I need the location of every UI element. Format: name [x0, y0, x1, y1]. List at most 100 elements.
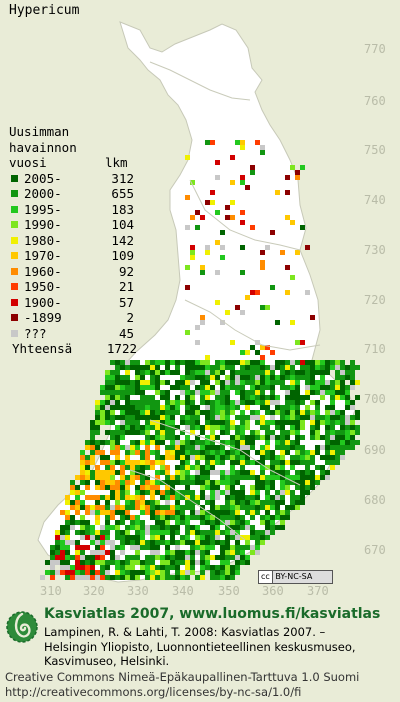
observation-cell — [85, 575, 90, 580]
observation-cell — [270, 525, 275, 530]
observation-cell — [145, 395, 150, 400]
observation-cell — [300, 455, 305, 460]
observation-cell — [335, 360, 340, 365]
observation-cell — [145, 540, 150, 545]
observation-cell — [185, 365, 190, 370]
observation-cell — [260, 380, 265, 385]
observation-cell — [180, 455, 185, 460]
observation-cell — [215, 210, 220, 215]
observation-cell — [270, 230, 275, 235]
observation-cell — [300, 460, 305, 465]
observation-cell — [120, 545, 125, 550]
observation-cell — [300, 415, 305, 420]
legend-row: 1970- 109 — [9, 248, 137, 264]
observation-cell — [260, 150, 265, 155]
observation-cell — [105, 440, 110, 445]
observation-cell — [240, 360, 245, 365]
observation-cell — [320, 465, 325, 470]
observation-cell — [245, 370, 250, 375]
observation-cell — [205, 435, 210, 440]
observation-cell — [230, 425, 235, 430]
observation-cell — [215, 530, 220, 535]
observation-cell — [155, 455, 160, 460]
observation-cell — [300, 490, 305, 495]
observation-cell — [100, 560, 105, 565]
observation-cell — [150, 485, 155, 490]
observation-cell — [75, 565, 80, 570]
observation-cell — [135, 460, 140, 465]
observation-cell — [215, 470, 220, 475]
observation-cell — [195, 365, 200, 370]
observation-cell — [180, 475, 185, 480]
observation-cell — [355, 425, 360, 430]
observation-cell — [210, 465, 215, 470]
observation-cell — [355, 365, 360, 370]
observation-cell — [225, 560, 230, 565]
observation-cell — [175, 450, 180, 455]
observation-cell — [160, 495, 165, 500]
observation-cell — [195, 440, 200, 445]
observation-cell — [130, 555, 135, 560]
observation-cell — [190, 495, 195, 500]
observation-cell — [295, 395, 300, 400]
observation-cell — [180, 480, 185, 485]
observation-cell — [95, 465, 100, 470]
observation-cell — [220, 490, 225, 495]
observation-cell — [80, 545, 85, 550]
observation-cell — [100, 385, 105, 390]
citation-line: Kasvimuseo, Helsinki. — [44, 654, 170, 668]
observation-cell — [120, 405, 125, 410]
observation-cell — [80, 455, 85, 460]
observation-cell — [270, 410, 275, 415]
observation-cell — [265, 375, 270, 380]
observation-cell — [120, 410, 125, 415]
observation-cell — [275, 405, 280, 410]
observation-cell — [145, 485, 150, 490]
observation-cell — [140, 470, 145, 475]
observation-cell — [140, 545, 145, 550]
observation-cell — [195, 495, 200, 500]
observation-cell — [310, 480, 315, 485]
observation-cell — [295, 360, 300, 365]
observation-cell — [340, 375, 345, 380]
observation-cell — [105, 390, 110, 395]
observation-cell — [270, 435, 275, 440]
credit-headline[interactable]: Kasviatlas 2007, www.luomus.fi/kasviatla… — [44, 606, 381, 622]
observation-cell — [230, 385, 235, 390]
observation-cell — [110, 430, 115, 435]
observation-cell — [195, 545, 200, 550]
observation-cell — [250, 510, 255, 515]
observation-cell — [145, 510, 150, 515]
observation-cell — [240, 420, 245, 425]
observation-cell — [245, 505, 250, 510]
observation-cell — [135, 415, 140, 420]
observation-cell — [250, 385, 255, 390]
observation-cell — [340, 440, 345, 445]
observation-cell — [135, 535, 140, 540]
observation-cell — [290, 445, 295, 450]
observation-cell — [255, 350, 260, 355]
observation-cell — [235, 500, 240, 505]
observation-cell — [275, 455, 280, 460]
observation-cell — [135, 425, 140, 430]
observation-cell — [85, 465, 90, 470]
observation-cell — [145, 450, 150, 455]
observation-cell — [270, 480, 275, 485]
observation-cell — [115, 440, 120, 445]
observation-cell — [80, 565, 85, 570]
observation-cell — [220, 565, 225, 570]
observation-cell — [210, 415, 215, 420]
observation-cell — [160, 395, 165, 400]
observation-cell — [165, 400, 170, 405]
observation-cell — [125, 385, 130, 390]
observation-cell — [90, 440, 95, 445]
license-url[interactable]: http://creativecommons.org/licenses/by-n… — [5, 684, 302, 699]
observation-cell — [40, 575, 45, 580]
observation-cell — [215, 565, 220, 570]
observation-cell — [245, 475, 250, 480]
cc-license-badge[interactable]: cc BY-NC-SA — [258, 570, 333, 584]
observation-cell — [225, 520, 230, 525]
x-tick: 310 — [40, 584, 62, 598]
observation-cell — [295, 415, 300, 420]
observation-cell — [60, 510, 65, 515]
